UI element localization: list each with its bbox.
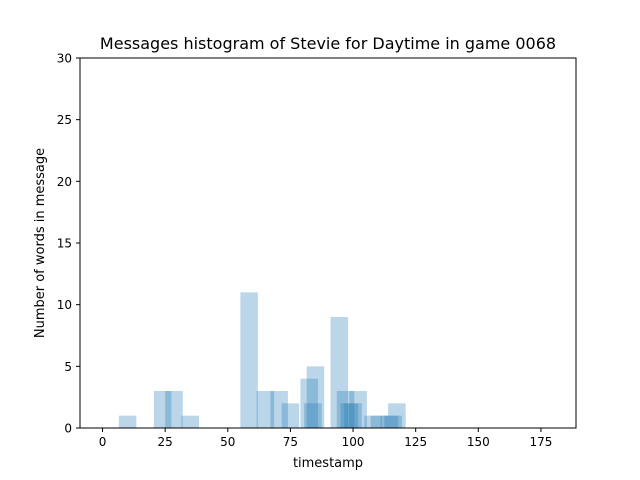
- histogram-bar: [300, 378, 318, 428]
- histogram-bar: [344, 403, 362, 428]
- x-tick-label: 175: [529, 435, 552, 449]
- y-tick-label: 15: [57, 237, 72, 251]
- y-tick-label: 5: [64, 360, 72, 374]
- y-tick-label: 0: [64, 422, 72, 436]
- y-axis-ticks: 0 5 10 15 20 25 30: [57, 52, 80, 436]
- histogram-bar: [384, 415, 402, 428]
- histogram-bar: [388, 403, 406, 428]
- histogram-bar: [330, 317, 349, 428]
- x-axis-label: timestamp: [293, 456, 363, 471]
- x-tick-label: 100: [342, 435, 365, 449]
- chart-title: Messages histogram of Stevie for Daytime…: [100, 34, 556, 53]
- x-tick-label: 25: [158, 435, 173, 449]
- x-axis-ticks: 0 25 50 75 100 125 150 175: [99, 428, 552, 449]
- histogram-bar: [153, 391, 172, 428]
- histogram-bar: [181, 415, 199, 428]
- y-axis-label: Number of words in message: [33, 148, 48, 338]
- histogram-bar: [256, 391, 275, 428]
- histogram-bar: [370, 415, 389, 428]
- histogram-bar: [349, 391, 367, 428]
- histogram-bar: [118, 415, 137, 428]
- histogram-bar: [240, 292, 258, 428]
- x-tick-label: 75: [283, 435, 298, 449]
- y-tick-label: 25: [57, 113, 72, 127]
- y-tick-label: 10: [57, 298, 72, 312]
- histogram-bar: [270, 391, 288, 428]
- histogram-bar: [281, 403, 300, 428]
- bars-group: [118, 292, 406, 428]
- y-tick-label: 20: [57, 175, 72, 189]
- histogram-bar: [336, 391, 355, 428]
- histogram-bar: [340, 403, 359, 428]
- x-tick-label: 150: [467, 435, 490, 449]
- histogram-bar: [165, 391, 183, 428]
- histogram-bar: [304, 403, 322, 428]
- x-tick-label: 125: [404, 435, 427, 449]
- histogram-bar: [306, 366, 325, 428]
- histogram-bar: [380, 415, 399, 428]
- x-tick-label: 0: [99, 435, 107, 449]
- histogram-bar: [364, 415, 382, 428]
- x-tick-label: 50: [220, 435, 235, 449]
- y-tick-label: 30: [57, 52, 72, 66]
